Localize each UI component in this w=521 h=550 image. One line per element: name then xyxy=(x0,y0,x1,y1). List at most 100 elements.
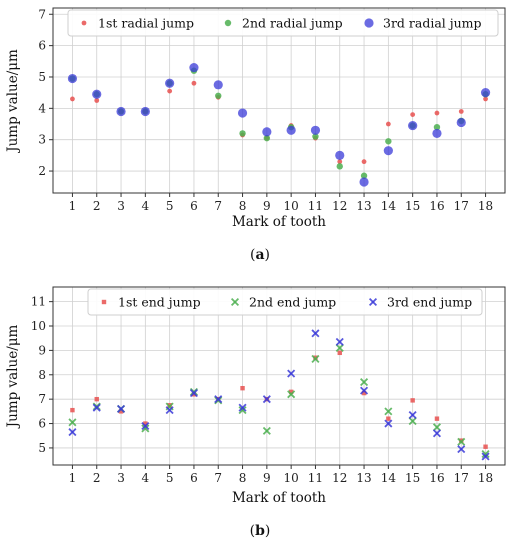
data-point xyxy=(458,109,464,114)
data-point xyxy=(408,410,417,420)
data-point xyxy=(287,369,296,378)
series-1 xyxy=(70,80,488,165)
x-axis-label: Mark of tooth xyxy=(232,214,326,230)
x-tick-label: 1 xyxy=(69,471,77,485)
x-tick-label: 5 xyxy=(166,199,174,213)
data-point xyxy=(263,134,271,142)
x-tick-label: 9 xyxy=(263,199,271,213)
x-tick-label: 13 xyxy=(356,199,371,213)
x-tick-label: 4 xyxy=(142,199,150,213)
data-point xyxy=(143,421,148,426)
legend-marker xyxy=(224,19,232,27)
data-point xyxy=(360,386,369,395)
y-tick-label: 4 xyxy=(38,101,46,115)
data-point xyxy=(335,150,345,160)
data-point xyxy=(92,89,102,99)
data-point xyxy=(360,378,369,387)
y-tick-label: 5 xyxy=(38,441,46,455)
data-point xyxy=(361,159,367,165)
panel-caption: (a) xyxy=(250,247,270,263)
x-tick-label: 16 xyxy=(429,199,444,213)
x-tick-label: 7 xyxy=(214,471,222,485)
data-point xyxy=(408,120,418,131)
y-tick-label: 3 xyxy=(38,133,46,147)
x-tick-label: 2 xyxy=(93,471,101,485)
x-tick-label: 14 xyxy=(381,471,397,485)
data-point xyxy=(434,416,440,421)
x-tick-label: 15 xyxy=(405,199,420,213)
data-point xyxy=(118,409,124,414)
data-point xyxy=(360,172,368,179)
x-tick-label: 10 xyxy=(284,199,299,213)
data-point xyxy=(239,130,246,137)
data-point xyxy=(410,398,415,403)
data-point xyxy=(457,445,466,454)
legend-marker xyxy=(81,20,87,26)
x-tick-label: 5 xyxy=(166,471,174,485)
y-axis-label: Jump value/μm xyxy=(5,49,21,154)
plot-frame xyxy=(52,7,506,194)
y-tick-label: 8 xyxy=(38,368,46,382)
data-point xyxy=(189,389,198,398)
legend-marker xyxy=(230,297,240,307)
legend-marker xyxy=(364,18,374,28)
x-tick-label: 17 xyxy=(454,471,469,485)
data-point xyxy=(94,396,99,402)
x-tick-label: 17 xyxy=(454,199,469,213)
x-tick-label: 13 xyxy=(356,471,371,485)
data-point xyxy=(457,437,466,446)
chart-panel-b: 1 2 3 4 5 6 7 8 9 10 11 12 13 14 15 16 17 18567891011Mark… xyxy=(5,286,506,539)
x-tick-label: 6 xyxy=(190,199,198,213)
data-point xyxy=(311,354,320,363)
data-point xyxy=(337,350,342,356)
data-point xyxy=(483,96,488,102)
x-tick-label: 3 xyxy=(117,199,125,213)
data-point xyxy=(191,80,197,86)
series-2 xyxy=(68,343,490,459)
x-tick-label: 12 xyxy=(332,199,347,213)
data-point xyxy=(214,395,223,404)
data-point xyxy=(140,106,150,117)
data-point xyxy=(408,417,417,426)
legend-box xyxy=(87,288,483,316)
data-point xyxy=(480,88,491,98)
x-tick-label: 2 xyxy=(93,199,101,213)
x-tick-label: 8 xyxy=(239,471,247,485)
data-point xyxy=(117,404,126,413)
grid-lines xyxy=(53,287,505,465)
series-1 xyxy=(70,350,488,449)
x-tick-label: 10 xyxy=(284,471,299,485)
data-point xyxy=(240,385,245,391)
data-point xyxy=(215,92,222,99)
data-point xyxy=(335,343,344,352)
data-point xyxy=(385,121,391,127)
legend-label: 1st end jump xyxy=(118,295,201,310)
data-point xyxy=(384,407,393,416)
data-point xyxy=(288,389,294,395)
data-point xyxy=(386,416,391,421)
series-2 xyxy=(69,67,489,179)
legend: 1st end jump 2nd end jump 3rd end jump xyxy=(87,288,483,316)
data-point xyxy=(189,62,199,73)
data-point xyxy=(335,337,344,346)
data-point xyxy=(213,80,223,90)
data-point xyxy=(384,419,393,428)
data-point xyxy=(238,406,247,415)
data-point xyxy=(116,106,126,117)
data-point xyxy=(432,429,441,438)
y-tick-label: 11 xyxy=(31,295,46,309)
data-point xyxy=(141,421,150,431)
x-tick-label: 3 xyxy=(117,471,125,485)
legend: 1st radial jump 2nd radial jump 3rd radial… xyxy=(67,9,499,37)
legend-marker xyxy=(368,297,378,307)
data-point xyxy=(312,133,319,140)
x-tick-label: 15 xyxy=(405,471,420,485)
data-point xyxy=(432,128,442,139)
x-tick-label: 8 xyxy=(239,199,247,213)
y-tick-label: 7 xyxy=(38,392,46,406)
data-point xyxy=(141,424,150,433)
data-point xyxy=(287,390,296,399)
legend-label: 3rd radial jump xyxy=(383,16,482,31)
